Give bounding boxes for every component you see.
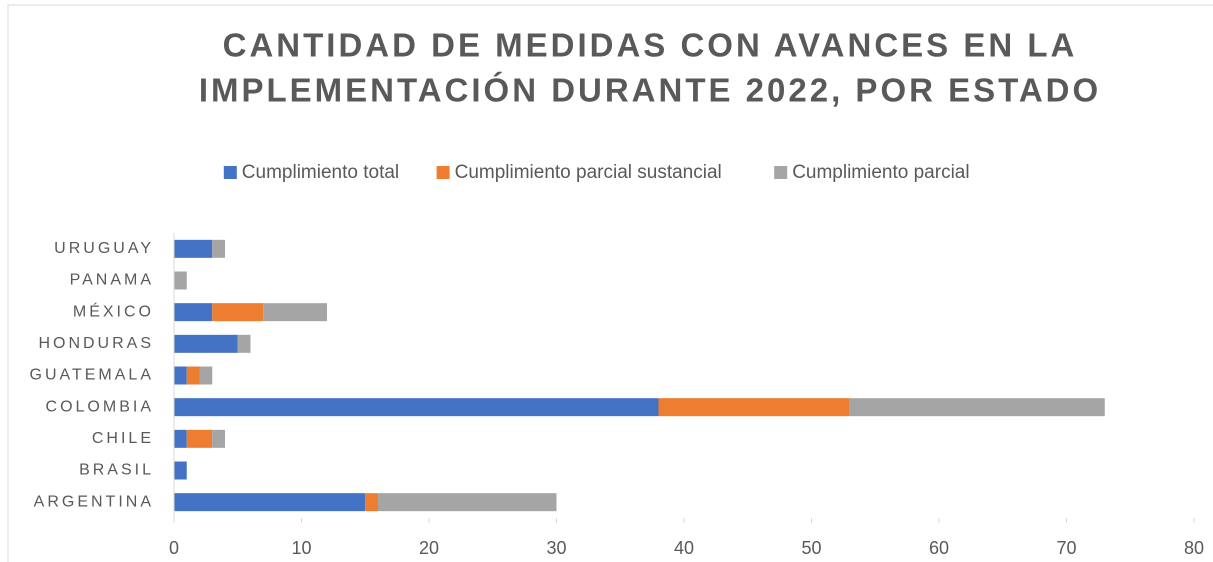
bar-segment — [186, 366, 200, 385]
legend-swatch — [223, 166, 237, 179]
y-tick-label: GUATEMALA — [30, 367, 155, 384]
bar-segment — [365, 493, 378, 512]
y-tick-label: PANAMA — [70, 272, 154, 289]
x-tick-label: 80 — [1184, 538, 1204, 558]
chart-title: CANTIDAD DE MEDIDAS CON AVANCES EN LA — [223, 27, 1078, 64]
bar-segment — [174, 493, 366, 512]
x-tick-label: 30 — [546, 538, 566, 558]
bar-segment — [174, 398, 659, 417]
bar-segment — [174, 303, 213, 322]
y-tick-label: ARGENTINA — [34, 493, 154, 510]
x-tick-label: 40 — [674, 538, 694, 558]
x-tick-label: 50 — [801, 538, 821, 558]
chart-title: IMPLEMENTACIÓN DURANTE 2022, POR ESTADO — [199, 72, 1101, 109]
y-tick-label: CHILE — [92, 430, 154, 447]
bar-segment — [174, 461, 187, 480]
y-tick-label: MÉXICO — [73, 301, 154, 320]
bar-segment — [849, 398, 1105, 417]
bar-segment — [186, 429, 213, 448]
legend-label: Cumplimiento total — [242, 162, 399, 183]
bar-segment — [199, 366, 213, 385]
bar-segment — [174, 334, 238, 353]
legend-swatch — [774, 166, 788, 179]
y-tick-label: BRASIL — [79, 462, 154, 479]
legend-swatch — [436, 166, 450, 179]
bar-segment — [212, 303, 264, 322]
legend-label: Cumplimiento parcial — [792, 162, 969, 183]
bar-segment — [174, 271, 187, 290]
x-tick-label: 20 — [419, 538, 439, 558]
x-tick-label: 60 — [929, 538, 949, 558]
bar-segment — [378, 493, 557, 512]
bar-segment — [174, 429, 187, 448]
legend-label: Cumplimiento parcial sustancial — [455, 162, 722, 183]
bar-segment — [174, 239, 213, 258]
bar-segment — [237, 334, 251, 353]
y-tick-label: COLOMBIA — [46, 398, 154, 415]
y-tick-label: HONDURAS — [38, 335, 154, 352]
bar-segment — [658, 398, 850, 417]
chart-border — [7, 4, 1213, 562]
x-tick-label: 70 — [1056, 538, 1076, 558]
bar-segment — [263, 303, 327, 322]
bar-segment — [212, 239, 225, 258]
x-tick-label: 10 — [291, 538, 311, 558]
x-tick-label: 0 — [169, 538, 179, 558]
bar-segment — [174, 366, 187, 385]
bar-segment — [212, 429, 225, 448]
y-tick-label: URUGUAY — [54, 240, 154, 257]
